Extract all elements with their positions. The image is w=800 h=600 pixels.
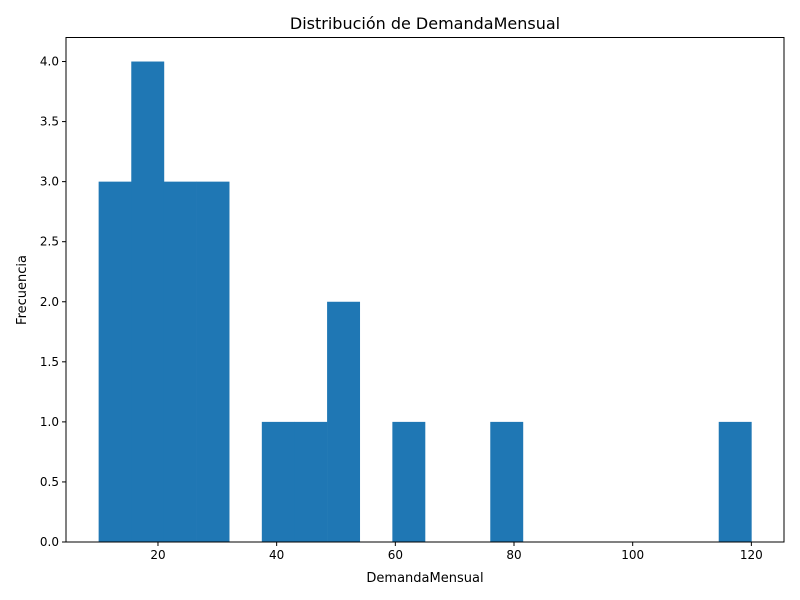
y-tick-label: 0.0 [40,535,59,549]
x-tick-label: 20 [150,548,165,562]
y-tick-label: 2.0 [40,295,59,309]
chart-title: Distribución de DemandaMensual [290,14,560,33]
y-tick-label: 3.5 [40,115,59,129]
plot-frame [65,37,785,543]
histogram-bar [98,181,132,542]
y-tick-label: 3.0 [40,175,59,189]
histogram-bar [490,421,524,542]
x-tick-label: 100 [621,548,644,562]
y-tick-label: 4.0 [40,55,59,69]
x-tick-label: 80 [506,548,521,562]
histogram-bar [294,421,328,542]
histogram-bar [327,301,361,542]
histogram-bar [392,421,426,542]
histogram-bar [131,61,165,543]
x-axis-ticks: 20 40 60 80 100 120 [150,542,763,562]
histogram-bar [163,181,197,542]
y-tick-label: 1.5 [40,355,59,369]
y-axis-ticks: 0.0 0.5 1.0 1.5 2.0 2.5 3.0 3.5 4.0 [40,55,66,549]
x-tick-label: 120 [740,548,763,562]
histogram-bar [261,421,295,542]
y-tick-label: 2.5 [40,235,59,249]
y-axis-label: Frecuencia [15,255,30,325]
y-tick-label: 0.5 [40,475,59,489]
histogram-bar [196,181,230,542]
bars-group [98,61,752,543]
histogram-bar [718,421,752,542]
x-tick-label: 40 [269,548,284,562]
x-axis-label: DemandaMensual [366,571,483,586]
x-tick-label: 60 [388,548,403,562]
y-tick-label: 1.0 [40,415,59,429]
